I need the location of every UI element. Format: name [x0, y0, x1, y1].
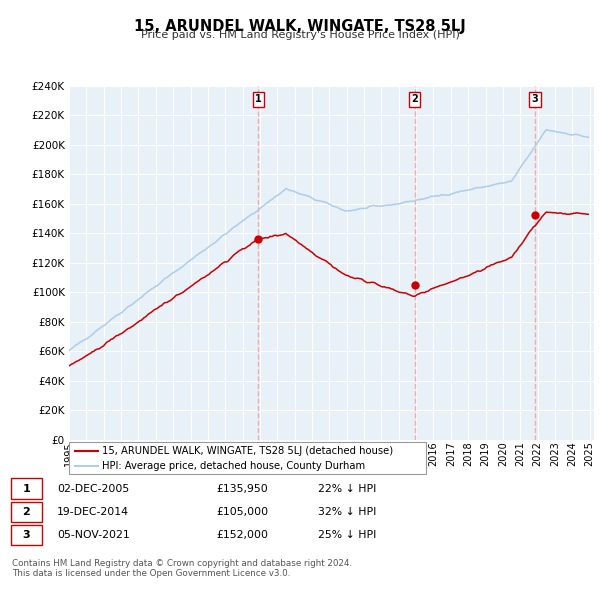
Text: 22% ↓ HPI: 22% ↓ HPI	[318, 484, 376, 493]
Text: HPI: Average price, detached house, County Durham: HPI: Average price, detached house, Coun…	[102, 461, 365, 471]
Text: 3: 3	[532, 94, 538, 104]
Text: £152,000: £152,000	[216, 530, 268, 540]
Text: 15, ARUNDEL WALK, WINGATE, TS28 5LJ: 15, ARUNDEL WALK, WINGATE, TS28 5LJ	[134, 19, 466, 34]
Text: 02-DEC-2005: 02-DEC-2005	[57, 484, 129, 493]
Text: 2: 2	[411, 94, 418, 104]
Text: 05-NOV-2021: 05-NOV-2021	[57, 530, 130, 540]
Text: 1: 1	[255, 94, 262, 104]
Text: Price paid vs. HM Land Registry's House Price Index (HPI): Price paid vs. HM Land Registry's House …	[140, 30, 460, 40]
Text: 3: 3	[23, 530, 30, 540]
Text: 19-DEC-2014: 19-DEC-2014	[57, 507, 129, 516]
Text: 32% ↓ HPI: 32% ↓ HPI	[318, 507, 376, 516]
Text: 1: 1	[23, 484, 30, 493]
Text: 15, ARUNDEL WALK, WINGATE, TS28 5LJ (detached house): 15, ARUNDEL WALK, WINGATE, TS28 5LJ (det…	[102, 446, 393, 456]
Text: Contains HM Land Registry data © Crown copyright and database right 2024.: Contains HM Land Registry data © Crown c…	[12, 559, 352, 568]
Text: This data is licensed under the Open Government Licence v3.0.: This data is licensed under the Open Gov…	[12, 569, 290, 578]
Text: £105,000: £105,000	[216, 507, 268, 516]
Text: £135,950: £135,950	[216, 484, 268, 493]
Text: 25% ↓ HPI: 25% ↓ HPI	[318, 530, 376, 540]
Text: 2: 2	[23, 507, 30, 516]
